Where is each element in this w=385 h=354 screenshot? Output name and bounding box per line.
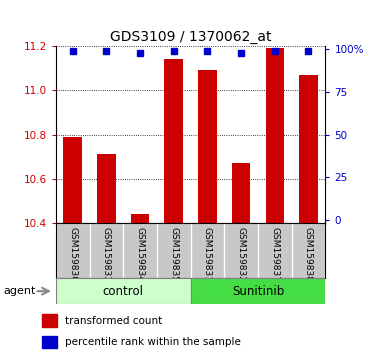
Bar: [198, 70, 217, 223]
Bar: [191, 278, 325, 304]
Text: GSM159833: GSM159833: [102, 227, 111, 282]
Bar: [42, 336, 57, 348]
Text: GSM159832: GSM159832: [237, 227, 246, 282]
Text: GSM159838: GSM159838: [304, 227, 313, 282]
Text: GSM159834: GSM159834: [136, 227, 144, 282]
Text: transformed count: transformed count: [65, 316, 163, 326]
Bar: [42, 314, 57, 327]
Text: GSM159835: GSM159835: [169, 227, 178, 282]
Bar: [56, 278, 191, 304]
Text: Sunitinib: Sunitinib: [232, 285, 284, 298]
Bar: [64, 137, 82, 223]
Text: agent: agent: [4, 286, 36, 296]
Bar: [299, 75, 318, 223]
Text: percentile rank within the sample: percentile rank within the sample: [65, 337, 241, 347]
Text: GSM159831: GSM159831: [203, 227, 212, 282]
Bar: [164, 59, 183, 223]
Bar: [97, 154, 115, 223]
Bar: [266, 48, 284, 223]
Bar: [232, 163, 250, 223]
Title: GDS3109 / 1370062_at: GDS3109 / 1370062_at: [110, 30, 271, 44]
Text: control: control: [103, 285, 144, 298]
Text: GSM159837: GSM159837: [270, 227, 279, 282]
Text: GSM159830: GSM159830: [68, 227, 77, 282]
Bar: [131, 214, 149, 223]
